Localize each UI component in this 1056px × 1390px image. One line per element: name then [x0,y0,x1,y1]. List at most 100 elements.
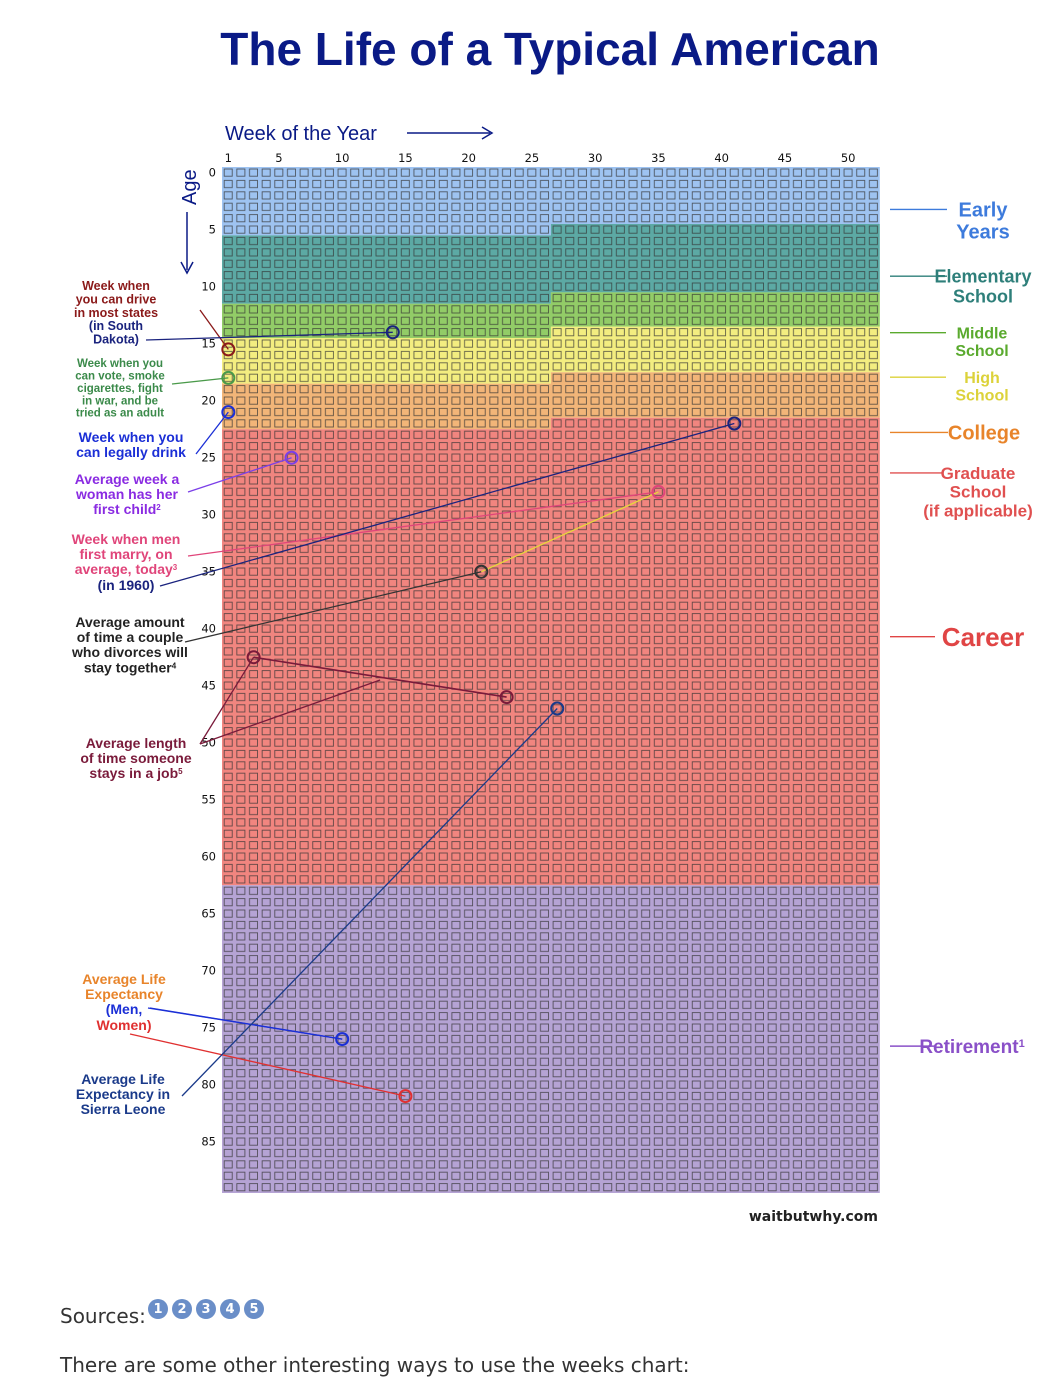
x-tick-label: 10 [335,151,350,165]
annotation-text: woman has her [75,486,178,502]
source-link-1[interactable]: 1 [148,1299,168,1319]
annotation-text: of time a couple [77,629,184,645]
y-tick-label: 85 [201,1135,216,1149]
week-grid [222,167,880,1193]
annotation-text: stay together4 [84,659,177,675]
stage-label: Career [942,622,1024,652]
annotation-marker [246,650,261,665]
annotation-leader [129,1033,406,1097]
y-tick-label: 5 [209,223,216,237]
y-tick-label: 40 [201,622,216,636]
x-tick-label: 1 [225,151,232,165]
annotation-leader [187,491,659,557]
y-tick-label: 15 [201,337,216,351]
stage-label-sup: 1 [1019,1038,1025,1050]
annotation-text: of time someone [80,750,191,766]
source-link-2[interactable]: 2 [172,1299,192,1319]
stage-label: College [948,422,1020,444]
x-tick-labels: 1 5 10 15 20 25 30 35 40 45 50 [225,151,856,165]
y-axis-label: Age [179,169,201,205]
y-tick-label: 10 [201,280,216,294]
annotation-sup: 2 [156,503,161,512]
stage-label: Early [959,199,1009,221]
x-tick-label: 5 [275,151,282,165]
job-leader-extension [199,679,381,745]
stage-labels: EarlyYearsElementarySchoolMiddleSchoolHi… [890,199,1033,1058]
annotation-leader [195,411,229,455]
annotation-text: can vote, smoke [75,370,164,382]
x-axis-label: Week of the Year [225,123,377,145]
stage-label: School [955,343,1008,360]
source-link-5[interactable]: 5 [244,1299,264,1319]
connector-line [481,491,659,573]
annotation-marker [651,484,666,499]
annotation-marker [221,370,236,385]
credit-text[interactable]: waitbutwhy.com [749,1209,878,1225]
stage-label: Elementary [934,267,1031,287]
y-tick-label: 65 [201,907,216,921]
annotation-sup: 3 [173,563,178,572]
annotation-marker [727,416,742,431]
annotation-leader [199,656,255,745]
stage-label: Years [956,221,1009,243]
annotation-marker [550,701,565,716]
annotation-text: first marry, on [79,546,172,562]
annotation-marker [335,1032,350,1047]
stage-label: School [950,483,1007,502]
stage-label: School [953,286,1013,306]
annotation-marker [499,690,514,705]
annotation-leader [159,422,735,587]
annotation-text: in most states [74,306,158,320]
annotation-leader [181,708,558,1097]
sources-label: Sources: [60,1304,146,1328]
y-tick-label: 0 [209,166,216,180]
annotation-text: can legally drink [76,444,186,460]
annotation-text: Average length [86,735,187,751]
source-link-4[interactable]: 4 [220,1299,240,1319]
annotation-sup: 4 [172,661,177,670]
annotation-text: Expectancy in [76,1086,170,1102]
x-tick-label: 20 [461,151,476,165]
annotation-text: first child2 [93,501,161,517]
footer-text: There are some other interesting ways to… [60,1353,690,1377]
stage-label: School [955,387,1008,404]
annotation-text: you can drive [76,293,157,307]
stage-label: High [964,370,1000,387]
annotation-text: in war, and be [82,395,158,407]
y-tick-label: 45 [201,679,216,693]
annotation-text: Week when you [77,358,163,370]
life-weeks-chart: Week of the Year Age 1 5 10 15 20 25 30 35 40 45 5… [71,123,1033,1225]
annotation-text: tried as an adult [76,408,164,420]
annotation-marker [474,564,489,579]
stage-label: Graduate [941,464,1016,483]
annotation-leader [187,457,292,493]
y-tick-label: 75 [201,1021,216,1035]
annotation-marker [221,342,236,357]
annotation-text: stays in a job5 [89,765,183,781]
x-tick-label: 50 [841,151,856,165]
y-tick-label: 80 [201,1078,216,1092]
annotation-text: Average Life [81,1071,165,1087]
annotation-text: Expectancy [85,986,163,1002]
source-link-3[interactable]: 3 [196,1299,216,1319]
annotation-text: Average amount [75,614,185,630]
y-tick-label: 20 [201,394,216,408]
x-tick-label: 30 [588,151,603,165]
x-tick-label: 35 [651,151,666,165]
annotation-text: Women) [97,1017,152,1033]
x-tick-label: 15 [398,151,413,165]
annotation-text: Week when you [79,429,184,445]
x-tick-label: 40 [714,151,729,165]
annotation-text: who divorces will [71,644,188,660]
annotation-text: Dakota) [93,333,139,347]
annotation-marker [385,325,400,340]
annotation-leader [184,571,482,643]
annotation-text: Average week a [75,471,180,487]
chart-axes: Week of the Year Age [179,123,494,275]
annotation-leader [199,309,229,350]
annotation-text: cigarettes, fight [77,383,163,395]
annotation-text: (Men, [106,1001,143,1017]
annotation-sup: 5 [178,767,183,776]
